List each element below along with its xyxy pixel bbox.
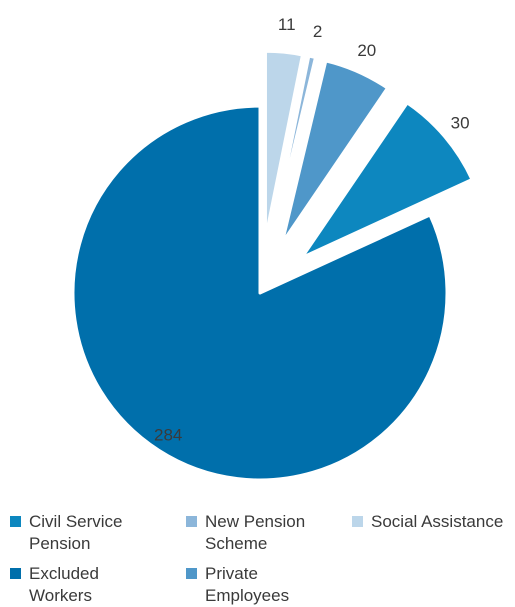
data-label-new-pension-scheme: 2 — [313, 22, 322, 41]
pie-slice-excluded-workers — [71, 104, 449, 482]
data-label-excluded-workers: 284 — [154, 426, 182, 445]
pie-slice-social-assistance — [263, 49, 304, 240]
pie-slice-new-pension-scheme — [270, 54, 317, 241]
data-label-civil-service-pension: 30 — [451, 113, 470, 132]
pie-slice-private-employees — [280, 59, 389, 245]
pie-slice-civil-service-pension — [300, 101, 474, 259]
data-label-private-employees: 20 — [357, 41, 376, 60]
data-label-social-assistance: 11 — [278, 15, 296, 34]
